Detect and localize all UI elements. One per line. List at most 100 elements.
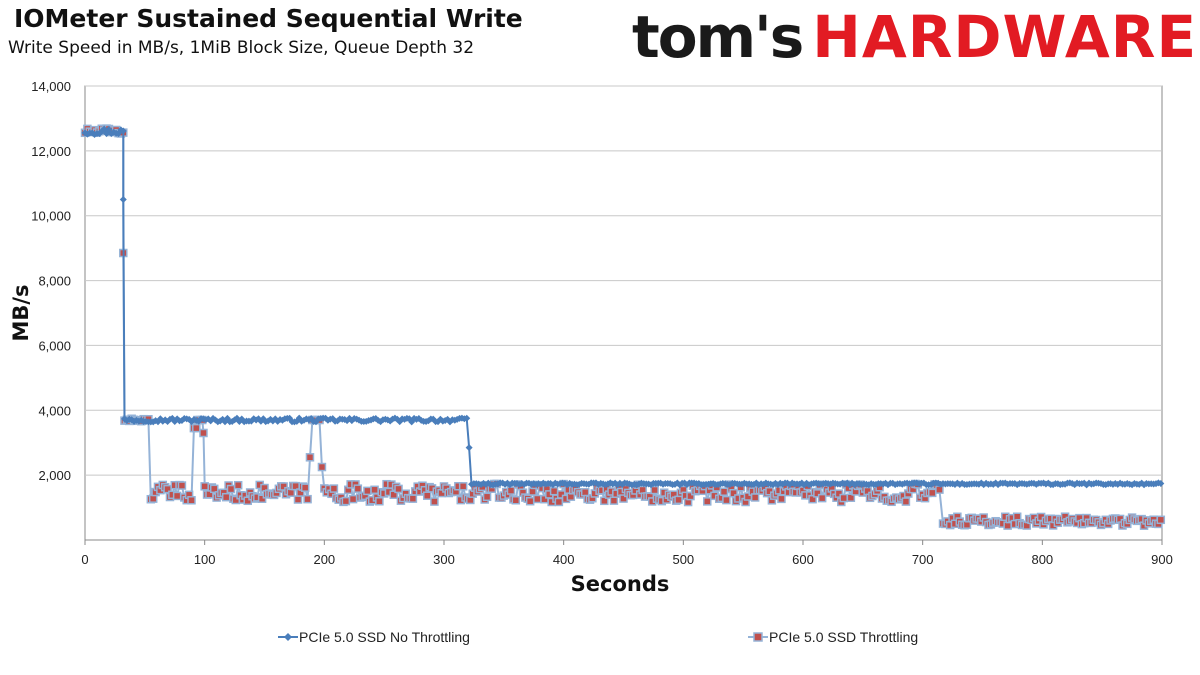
legend-item: PCIe 5.0 SSD No Throttling [278, 629, 470, 645]
data-point [305, 453, 315, 462]
plot-area [84, 85, 1163, 541]
data-point [839, 493, 848, 503]
data-point [554, 497, 564, 507]
y-tick-label: 8,000 [38, 274, 71, 289]
data-point [389, 490, 398, 500]
brand-logo-hardware: HARDWARE [812, 3, 1198, 71]
legend-marker [753, 632, 763, 642]
chart-title: IOMeter Sustained Sequential Write [14, 4, 523, 33]
data-point [226, 484, 236, 494]
data-point [722, 495, 731, 505]
data-point [846, 493, 856, 502]
data-point [777, 494, 786, 504]
data-point [600, 496, 609, 506]
data-point [192, 423, 201, 433]
legend-item: PCIe 5.0 SSD Throttling [748, 629, 918, 645]
y-axis-title: MB/s [9, 284, 33, 341]
series-layer [80, 124, 1166, 530]
x-axis-title: Seconds [571, 572, 670, 596]
data-point [317, 462, 327, 472]
y-tick-label: 12,000 [31, 144, 71, 159]
data-point [750, 493, 760, 502]
data-point [650, 485, 659, 495]
data-point [279, 482, 288, 491]
data-point [199, 428, 208, 438]
data-point [172, 491, 182, 501]
legend: PCIe 5.0 SSD No Throttling PCIe 5.0 SSD T… [278, 629, 918, 645]
data-point [511, 495, 521, 505]
data-point [233, 480, 243, 490]
data-point [177, 481, 187, 490]
x-tick-label: 700 [912, 552, 934, 567]
data-point [927, 488, 937, 498]
data-point [422, 491, 432, 500]
x-tick-label: 100 [194, 552, 216, 567]
data-point [1156, 515, 1166, 525]
data-point [525, 496, 535, 506]
data-point [465, 444, 473, 452]
data-point [482, 492, 492, 502]
data-point [375, 497, 384, 506]
legend-marker [284, 633, 292, 641]
data-point [353, 484, 363, 493]
x-tick-label: 200 [313, 552, 335, 567]
data-point [703, 497, 712, 506]
data-point [341, 496, 351, 506]
y-axis-ticks: 2,000 4,000 6,000 8,000 10,000 12,000 14,000 [31, 79, 71, 483]
data-point [119, 127, 127, 135]
data-point [686, 491, 695, 501]
data-point [609, 496, 619, 505]
x-tick-label: 800 [1031, 552, 1053, 567]
data-point [348, 494, 358, 504]
data-point [394, 484, 403, 494]
data-point [370, 485, 379, 495]
x-tick-label: 0 [81, 552, 88, 567]
data-point [200, 482, 209, 491]
grid-lines [85, 85, 1162, 476]
data-point [300, 483, 310, 492]
data-point [187, 496, 196, 505]
data-point [458, 482, 468, 491]
data-point [580, 488, 590, 497]
data-point [817, 493, 827, 503]
x-tick-label: 400 [553, 552, 575, 567]
data-point [408, 494, 418, 503]
data-point [430, 497, 439, 506]
data-point [303, 494, 312, 504]
data-point [119, 196, 127, 203]
y-tick-label: 14,000 [31, 79, 71, 94]
data-point [329, 484, 339, 493]
data-point [1157, 479, 1165, 487]
x-tick-label: 600 [792, 552, 814, 567]
x-axis-ticks: 0 100 200 300 400 500 600 700 800 900 [81, 540, 1173, 567]
data-point [293, 495, 303, 504]
legend-label: PCIe 5.0 SSD Throttling [769, 629, 918, 645]
x-tick-label: 300 [433, 552, 455, 567]
data-point [533, 494, 542, 504]
data-point [506, 486, 516, 495]
data-point [250, 415, 258, 423]
data-point [257, 494, 267, 504]
brand-logo-toms: tom's [632, 3, 804, 71]
data-point [719, 487, 729, 496]
legend-label: PCIe 5.0 SSD No Throttling [299, 629, 470, 645]
x-tick-label: 900 [1151, 552, 1173, 567]
y-tick-label: 6,000 [38, 338, 71, 353]
y-tick-label: 4,000 [38, 403, 71, 418]
data-point [729, 488, 738, 498]
data-point [901, 497, 911, 506]
data-point [221, 492, 231, 502]
chart-subtitle: Write Speed in MB/s, 1MiB Block Size, Qu… [8, 38, 475, 58]
data-point [834, 489, 844, 498]
data-point [363, 486, 372, 496]
y-tick-label: 2,000 [38, 468, 71, 483]
series-no-throttling [81, 125, 1165, 489]
data-point [463, 414, 471, 422]
data-point [813, 489, 822, 498]
data-point [549, 486, 559, 496]
data-point [557, 490, 566, 499]
y-tick-label: 10,000 [31, 209, 71, 224]
brand-logo: tom's HARDWARE [632, 0, 1197, 75]
data-point [674, 495, 683, 505]
